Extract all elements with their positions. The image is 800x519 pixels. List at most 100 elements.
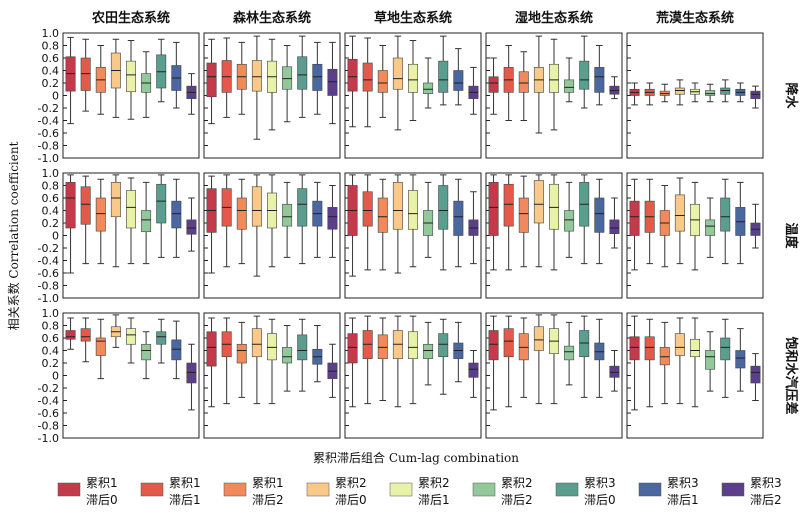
- box: [469, 363, 478, 377]
- box: [172, 340, 181, 360]
- y-tick-label: -1.0: [38, 292, 59, 305]
- y-tick-label: -0.4: [38, 395, 59, 408]
- box: [690, 339, 699, 357]
- box: [549, 64, 558, 92]
- box: [675, 195, 684, 231]
- box: [660, 347, 669, 365]
- y-tick-label: 0.6: [42, 332, 60, 345]
- legend-swatch: [224, 483, 246, 496]
- box: [721, 88, 730, 94]
- box: [157, 332, 166, 345]
- box: [423, 83, 432, 94]
- legend-label-line2: 滞后2: [252, 493, 284, 507]
- column-title: 湿地生态系统: [515, 10, 593, 26]
- box: [378, 198, 387, 232]
- y-tick-label: -0.8: [38, 420, 59, 433]
- y-tick-label: 0.8: [42, 320, 60, 333]
- x-axis-label: 累积滞后组合 Cum-lag combination: [313, 450, 519, 465]
- box: [81, 187, 90, 225]
- box: [348, 59, 357, 91]
- legend-swatch: [141, 483, 163, 496]
- y-tick-label: 0.4: [42, 345, 60, 358]
- y-tick-label: -0.8: [38, 280, 59, 293]
- y-tick-label: 0.4: [42, 65, 60, 78]
- y-tick-label: 1.0: [42, 307, 60, 320]
- box: [751, 91, 760, 99]
- y-tick-label: -1.0: [38, 152, 59, 165]
- panel: [627, 33, 763, 158]
- legend-swatch: [307, 483, 329, 496]
- column-title: 荒漠生态系统: [655, 10, 734, 26]
- box: [564, 80, 573, 93]
- box: [439, 334, 448, 357]
- box: [237, 198, 246, 229]
- box: [489, 77, 498, 93]
- row-label: 饱和水汽压差: [783, 335, 799, 414]
- box: [282, 347, 291, 363]
- panel: [627, 313, 763, 438]
- column-title: 农田生态系统: [91, 10, 170, 26]
- legend-label-line1: 累积2: [335, 476, 367, 490]
- box: [298, 57, 307, 90]
- panel: [345, 173, 481, 298]
- box: [66, 331, 75, 340]
- legend-item: 累积1滞后0: [58, 476, 118, 507]
- box: [630, 337, 639, 360]
- panel: [627, 173, 763, 298]
- box: [298, 189, 307, 227]
- box: [534, 327, 543, 351]
- y-tick-label: -0.6: [38, 267, 59, 280]
- box: [141, 344, 150, 360]
- y-tick-label: -0.4: [38, 115, 59, 128]
- box: [423, 344, 432, 358]
- box: [66, 182, 75, 228]
- legend-label-line1: 累积2: [501, 476, 533, 490]
- box: [675, 88, 684, 94]
- y-tick-label: 1.0: [42, 27, 60, 40]
- y-tick-label: 0: [52, 230, 59, 243]
- box: [313, 64, 322, 90]
- y-tick-label: 0.2: [42, 357, 60, 370]
- box: [580, 61, 589, 89]
- y-tick-label: 1.0: [42, 167, 60, 180]
- panel: [486, 313, 622, 438]
- box: [439, 61, 448, 92]
- box: [282, 204, 291, 226]
- legend-swatch: [556, 483, 578, 496]
- y-tick-label: 0.8: [42, 40, 60, 53]
- box: [534, 181, 543, 224]
- y-tick-label: -0.6: [38, 127, 59, 140]
- y-tick-label: -0.2: [38, 102, 59, 115]
- row-label: 降水: [783, 82, 799, 109]
- box: [454, 201, 463, 235]
- y-tick-label: 0.4: [42, 205, 60, 218]
- box: [187, 220, 196, 234]
- legend-label-line1: 累积1: [252, 476, 284, 490]
- box: [328, 207, 337, 229]
- panel: [204, 173, 340, 298]
- legend-label-line2: 滞后0: [584, 493, 616, 507]
- box: [408, 64, 417, 92]
- box: [610, 366, 619, 377]
- box: [675, 334, 684, 356]
- box: [157, 184, 166, 223]
- box: [172, 201, 181, 228]
- box: [564, 346, 573, 360]
- legend-label-line2: 滞后2: [501, 493, 533, 507]
- legend-swatch: [722, 483, 744, 496]
- row-label: 温度: [783, 222, 799, 249]
- box: [721, 198, 730, 231]
- y-tick-label: -0.2: [38, 242, 59, 255]
- box: [408, 332, 417, 359]
- legend-label-line1: 累积3: [667, 476, 699, 490]
- box: [141, 211, 150, 232]
- legend-swatch: [639, 483, 661, 496]
- panel: [486, 173, 622, 298]
- legend-label-line1: 累积3: [750, 476, 782, 490]
- box: [363, 63, 372, 91]
- panel: [345, 33, 481, 158]
- box: [454, 71, 463, 91]
- panel: [486, 33, 622, 158]
